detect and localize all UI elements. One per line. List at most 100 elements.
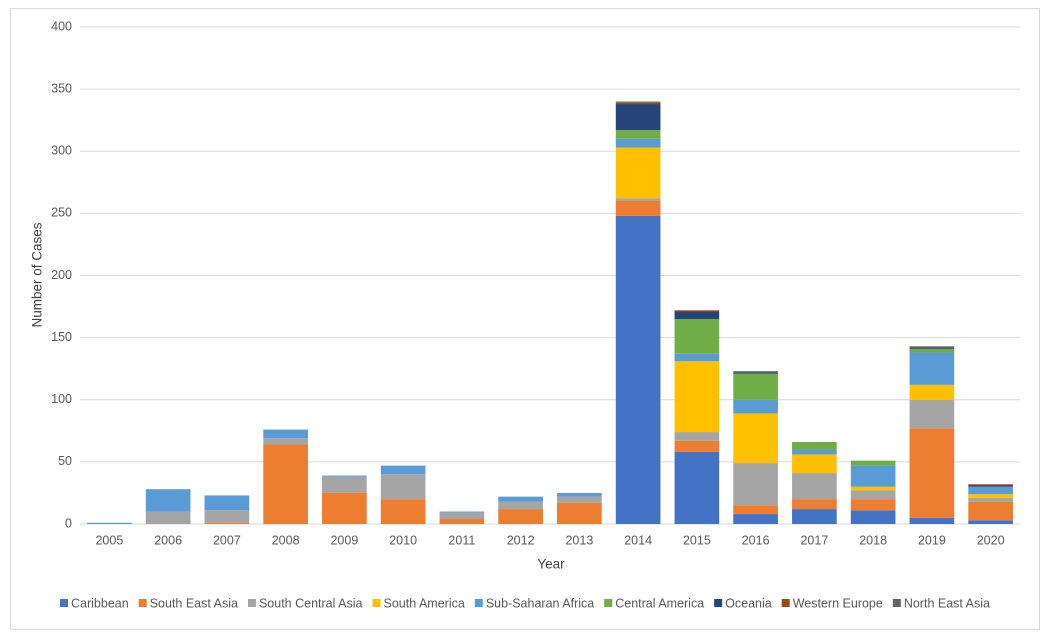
bar-segment: [439, 512, 485, 520]
x-tick-label: 2008: [272, 533, 300, 547]
bar-segment: [909, 346, 955, 348]
bar-segment: [557, 502, 602, 524]
bar-segment: [968, 494, 1013, 498]
bar-segment: [733, 413, 778, 464]
bar-segment: [733, 373, 778, 400]
bar-segment: [322, 475, 367, 477]
y-tick-label: 250: [51, 206, 72, 220]
bar-segment: [263, 438, 308, 445]
y-tick-label: 0: [65, 516, 72, 530]
bar-segment: [792, 473, 837, 500]
x-tick-label: 2017: [800, 533, 828, 547]
legend-label: North East Asia: [904, 596, 990, 610]
bar-segment: [909, 352, 955, 385]
x-tick-label: 2006: [154, 533, 182, 547]
bar-segment: [380, 474, 426, 500]
y-tick-label: 200: [51, 268, 72, 282]
bar-segment: [380, 465, 426, 475]
bar-segment: [498, 496, 543, 502]
bar-segment: [733, 371, 778, 373]
x-tick-label: 2015: [683, 533, 711, 547]
bar-segment: [263, 444, 308, 524]
bar-segment: [439, 511, 485, 513]
bar-segment: [792, 449, 837, 455]
x-tick-label: 2018: [859, 533, 887, 547]
y-tick-label: 150: [51, 330, 72, 344]
legend-swatch: [138, 599, 147, 607]
bar-segment: [674, 311, 720, 319]
bar-segment: [968, 486, 1013, 495]
bar-segment: [909, 347, 955, 349]
bar-segment: [498, 501, 543, 510]
bar-segment: [322, 476, 367, 493]
bar-segment: [792, 441, 837, 450]
bar-segment: [615, 104, 661, 131]
bar-segment: [615, 101, 661, 103]
bar-segment: [380, 499, 426, 524]
bar-segment: [909, 384, 955, 400]
x-tick-label: 2019: [918, 533, 946, 547]
bar-segment: [674, 353, 720, 362]
legend-label: Caribbean: [71, 596, 129, 610]
bar-segment: [909, 517, 955, 524]
bar-segment: [850, 499, 896, 511]
bar-segment: [792, 499, 837, 510]
y-tick-label: 350: [51, 81, 72, 95]
y-tick-label: 50: [58, 454, 72, 468]
bar-segment: [909, 428, 955, 518]
legend-swatch: [60, 599, 69, 607]
x-tick-label: 2020: [977, 533, 1005, 547]
bar-segment: [733, 399, 778, 414]
y-tick-label: 100: [51, 392, 72, 406]
bar-segment: [145, 489, 191, 512]
y-tick-label: 300: [51, 144, 72, 158]
x-tick-label: 2011: [448, 533, 475, 547]
bar-segment: [204, 522, 250, 524]
y-tick-label: 400: [51, 19, 72, 33]
legend-label: South America: [384, 596, 465, 610]
legend-label: South East Asia: [150, 596, 238, 610]
x-tick-label: 2010: [389, 533, 417, 547]
bar-segment: [615, 138, 661, 148]
legend-label: Oceania: [725, 596, 772, 610]
bar-segment: [322, 492, 367, 524]
bar-segment: [615, 198, 661, 201]
bar-segment: [968, 520, 1013, 524]
legend-label: Western Europe: [793, 596, 883, 610]
legend-swatch: [604, 599, 613, 607]
bar-segment: [557, 492, 602, 497]
bar-segment: [968, 484, 1013, 486]
x-tick-label: 2005: [95, 533, 123, 547]
legend-swatch: [474, 599, 483, 607]
x-tick-label: 2007: [213, 533, 241, 547]
legend-swatch: [247, 599, 256, 607]
bar-segment: [674, 451, 720, 524]
bar-segment: [87, 522, 132, 524]
bar-segment: [733, 372, 778, 374]
bar-segment: [204, 495, 250, 511]
bar-segment: [733, 505, 778, 515]
bar-segment: [615, 130, 661, 139]
legend: Caribbean South East Asia South Central As…: [60, 596, 990, 610]
bar-segment: [615, 200, 661, 216]
bar-segment: [674, 318, 720, 354]
bar-segment: [850, 460, 896, 466]
x-tick-label: 2009: [330, 533, 358, 547]
bar-segment: [792, 454, 837, 474]
x-tick-label: 2016: [742, 533, 770, 547]
x-tick-label: 2014: [624, 533, 652, 547]
bar-segment: [674, 432, 720, 441]
bar-segment: [850, 490, 896, 500]
bar-segment: [263, 429, 308, 439]
bar-segment: [674, 310, 720, 312]
x-tick-label: 2013: [565, 533, 593, 547]
legend-swatch: [781, 599, 790, 607]
y-axis-title: Number of Cases: [30, 222, 45, 327]
bar-segment: [439, 519, 485, 524]
bar-segment: [498, 509, 543, 524]
bar-segment: [968, 501, 1013, 521]
bar-segment: [615, 102, 661, 105]
legend-label: Central America: [615, 596, 704, 610]
bar-segment: [204, 510, 250, 523]
